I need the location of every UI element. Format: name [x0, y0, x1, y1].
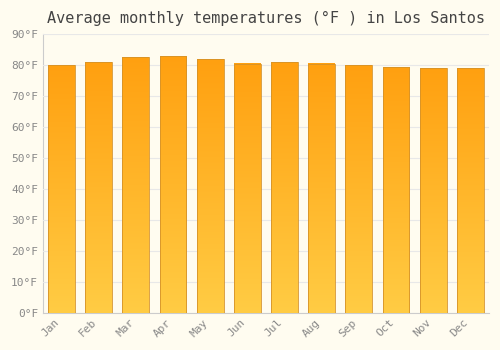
- Bar: [160, 56, 186, 313]
- Bar: [48, 65, 75, 313]
- Bar: [346, 65, 372, 313]
- Bar: [122, 57, 149, 313]
- Bar: [86, 62, 112, 313]
- Bar: [197, 59, 224, 313]
- Bar: [457, 68, 483, 313]
- Bar: [420, 68, 446, 313]
- Bar: [234, 64, 260, 313]
- Bar: [382, 67, 409, 313]
- Bar: [308, 64, 335, 313]
- Bar: [271, 62, 298, 313]
- Title: Average monthly temperatures (°F ) in Los Santos: Average monthly temperatures (°F ) in Lo…: [47, 11, 485, 26]
